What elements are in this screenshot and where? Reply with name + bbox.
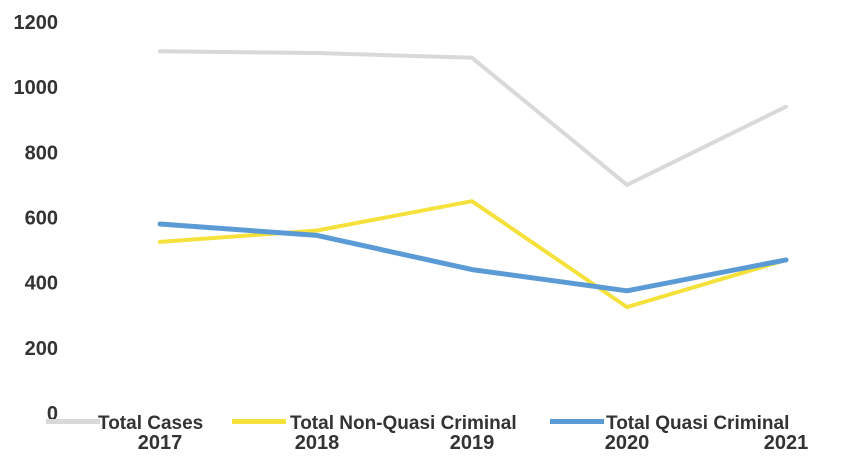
legend: Total Cases Total Non-Quasi Criminal Total…	[46, 413, 789, 434]
x-tick-label: 2017	[138, 432, 183, 453]
series-layer	[157, 49, 789, 310]
y-tick-label: 400	[25, 273, 58, 295]
series-line-3	[157, 221, 789, 294]
y-tick-label: 600	[25, 208, 58, 230]
x-tick-label: 2021	[764, 432, 809, 453]
x-axis: 2017 2018 2019 2020 2021	[138, 432, 809, 454]
y-tick-label: 0	[47, 403, 58, 425]
y-tick-label: 200	[25, 338, 58, 360]
legend-swatch-3	[550, 419, 604, 424]
y-tick-label: 1000	[14, 77, 59, 99]
legend-label-1: Total Cases	[98, 413, 203, 434]
y-tick-label: 1200	[14, 12, 59, 34]
legend-label-3: Total Quasi Criminal	[606, 413, 789, 434]
legend-swatch-1	[46, 419, 100, 424]
series-line-2	[158, 199, 788, 310]
legend-swatch-2	[232, 419, 286, 424]
x-tick-label: 2020	[605, 432, 650, 453]
series-line-1	[158, 49, 788, 187]
y-tick-label: 800	[25, 142, 58, 164]
x-tick-label: 2018	[295, 432, 340, 453]
y-axis: 0 200 400 600 800 1000 1200	[14, 12, 59, 425]
x-tick-label: 2019	[450, 432, 495, 453]
legend-label-2: Total Non-Quasi Criminal	[290, 413, 517, 434]
